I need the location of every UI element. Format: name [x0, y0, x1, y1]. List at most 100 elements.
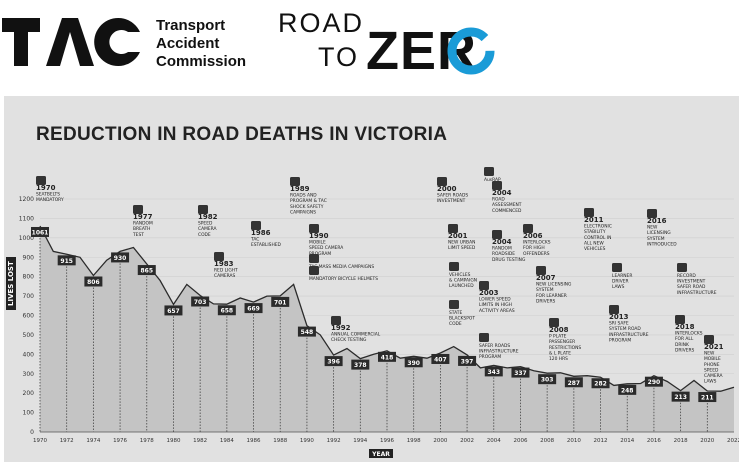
milestone-year: 1989: [290, 185, 310, 193]
milestone-year: 1977: [133, 213, 153, 221]
rtz-road: ROAD: [278, 8, 365, 38]
page-header: Transport Accident Commission ROAD TO ZE…: [0, 0, 739, 96]
data-label: 211: [701, 395, 714, 402]
milestone-text: DRIVERS: [536, 298, 556, 304]
milestone-text: LAWS: [704, 379, 717, 385]
x-tick-label: 2006: [513, 438, 527, 444]
milestone-text: SPEED CAMERA: [309, 245, 343, 251]
road-to-zero-logo: ROAD TO ZER: [278, 6, 498, 78]
milestone-text: INTERLOCKS: [675, 331, 703, 337]
y-tick-label: 700: [23, 293, 35, 300]
tac-name-line: Transport: [156, 17, 226, 34]
milestone-text: LOWER SPEED: [479, 297, 511, 303]
data-label-box: [111, 252, 130, 263]
milestone-text: VEHICLES: [449, 272, 471, 278]
data-label: 658: [221, 308, 234, 315]
x-tick-label: 1988: [273, 438, 287, 444]
x-tick-label: 2020: [700, 438, 714, 444]
chart-title: REDUCTION IN ROAD DEATHS IN VICTORIA: [36, 124, 448, 145]
data-label-box: [591, 378, 610, 389]
milestone-text: FOR LEARNER: [536, 293, 567, 299]
x-tick-label: 1980: [166, 438, 180, 444]
milestone-year: 2000: [437, 185, 457, 193]
milestone-text: PROGRAM: [479, 354, 501, 360]
milestone-text: TAC: [250, 237, 259, 243]
x-tick-label: 2008: [540, 438, 554, 444]
data-label: 397: [461, 358, 474, 365]
milestone-text: RANDOM: [133, 221, 153, 227]
y-tick-label: 600: [23, 313, 35, 320]
milestone-text: LAUNCHED: [449, 283, 474, 289]
y-tick-label: 200: [23, 390, 35, 397]
milestone-text: SAFER ROAD: [677, 284, 706, 290]
x-tick-label: 1982: [193, 438, 207, 444]
data-label-box: [324, 356, 343, 367]
milestone-year: 2007: [536, 274, 556, 282]
milestone-text: RESTRICTIONS: [549, 345, 581, 351]
milestone-text: VEHICLES: [584, 246, 606, 252]
data-label-box: [84, 276, 103, 287]
milestone-text: SYSTEM: [536, 287, 554, 293]
milestone-icon: [677, 263, 687, 272]
milestone-year: 2013: [609, 313, 629, 321]
milestone-year: 1990: [309, 232, 329, 240]
milestone-text: P PLATE: [549, 334, 567, 340]
milestone-text: DRUG TESTING: [492, 257, 526, 263]
milestone-icon: [449, 262, 459, 271]
milestone-text: MANDATORY: [36, 197, 64, 203]
milestone-text: ANNUAL COMMERCIAL: [331, 332, 381, 338]
milestone-year: 2021: [704, 343, 724, 351]
data-label: 390: [407, 360, 420, 367]
data-label: 865: [141, 268, 154, 275]
data-label: 287: [568, 380, 581, 387]
milestone-year: 2008: [549, 326, 569, 334]
data-label-box: [698, 392, 717, 403]
x-tick-label: 1986: [247, 438, 261, 444]
x-tick-label: 1984: [220, 438, 234, 444]
milestone-text: BREATH: [133, 226, 150, 232]
milestone-icon: [549, 318, 559, 327]
milestone-text: INFRASTRUCTURE: [479, 349, 519, 355]
data-label-box: [404, 357, 423, 368]
rtz-to: TO: [318, 42, 360, 72]
milestone-text: SPEED: [198, 221, 213, 227]
data-label: 1061: [32, 229, 49, 236]
data-label: 701: [274, 299, 287, 306]
milestone-text: ROADS AND: [290, 193, 317, 199]
data-label: 396: [327, 359, 340, 366]
milestone-text: MOBILE: [309, 240, 326, 246]
milestone-text: DRIVER: [612, 279, 629, 285]
series-area: [40, 226, 734, 432]
data-label-box: [458, 355, 477, 366]
milestone-icon: [492, 230, 502, 239]
data-label-box: [351, 359, 370, 370]
milestone-text: SAFER ROADS: [479, 343, 510, 349]
x-tick-label: 1996: [380, 438, 394, 444]
milestone-text: FOR HIGH: [523, 245, 545, 251]
milestone-icon: [309, 254, 319, 263]
data-label: 378: [354, 362, 367, 369]
milestone-text: INVESTMENT: [677, 279, 706, 285]
x-tick-label: 2018: [674, 438, 688, 444]
y-tick-label: 100: [23, 410, 35, 417]
milestone-icon: [484, 167, 494, 176]
x-tick-label: 1970: [33, 438, 47, 444]
data-label: 337: [514, 370, 527, 377]
milestone-icon: [198, 205, 208, 214]
data-label-box: [644, 376, 663, 387]
milestone-icon: [437, 177, 447, 186]
milestone-year: 2006: [523, 232, 543, 240]
milestone-text: NEW: [704, 351, 715, 357]
data-label-box: [164, 305, 183, 316]
data-label: 418: [381, 354, 394, 361]
x-axis-label-box: [369, 449, 393, 458]
data-label-box: [57, 255, 76, 266]
y-tick-label: 1200: [19, 196, 34, 203]
tac-name-line: Accident: [156, 35, 220, 52]
x-tick-label: 2002: [460, 438, 474, 444]
milestone-icon: [523, 224, 533, 233]
milestone-icon: [331, 316, 341, 325]
data-label: 248: [621, 387, 634, 394]
data-label-box: [511, 367, 530, 378]
